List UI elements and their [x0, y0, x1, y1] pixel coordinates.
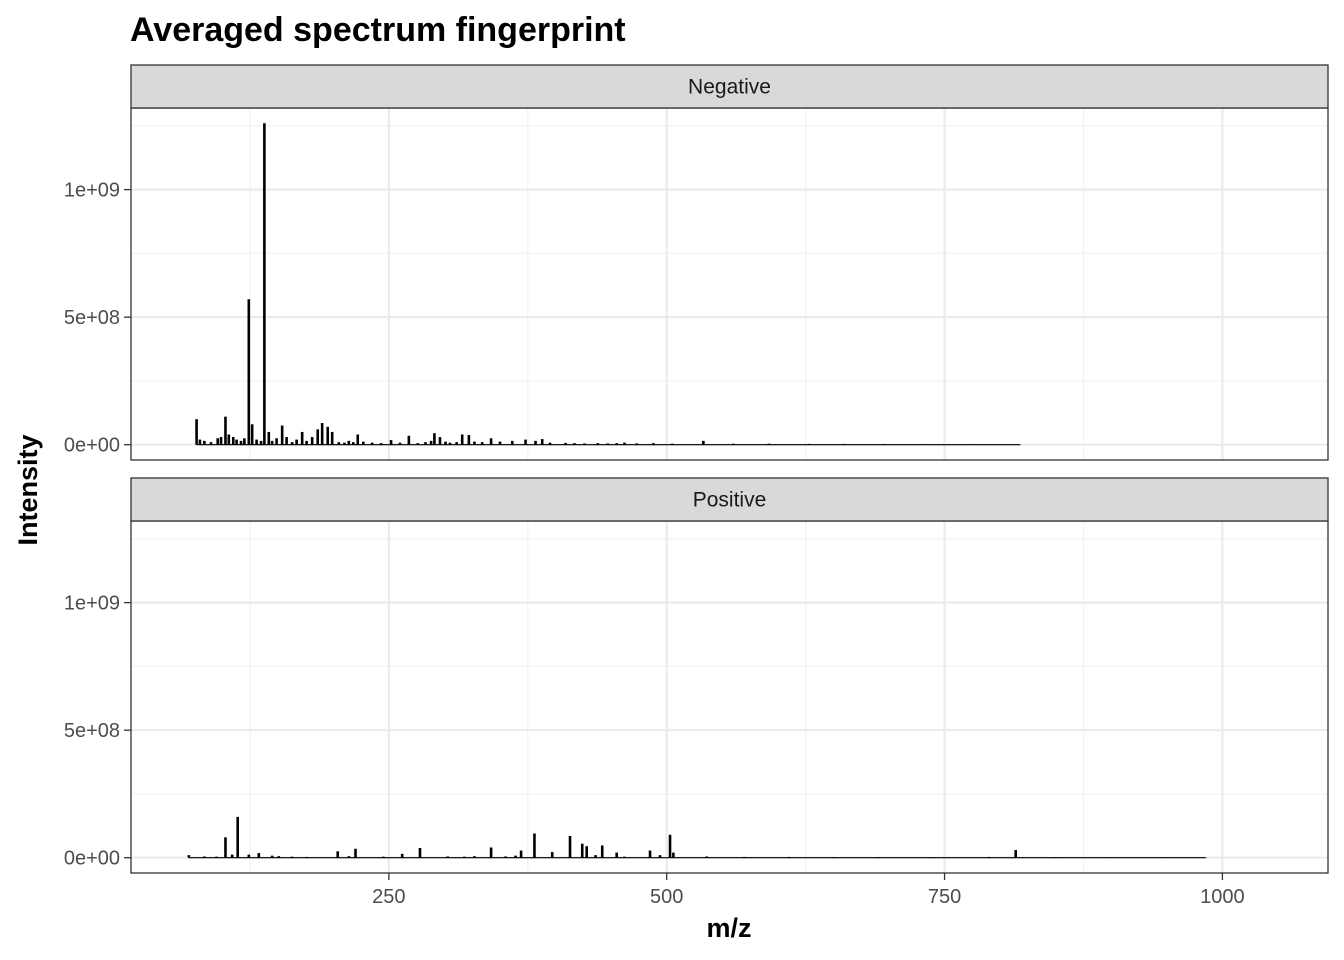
facet-strip [130, 64, 1329, 109]
y-tick-label: 1e+09 [64, 180, 120, 202]
x-tick-label: 250 [372, 886, 405, 908]
x-axis: 250 500 750 1000 [372, 873, 1245, 908]
y-tick-label: 0e+00 [64, 435, 120, 457]
chart-title: Averaged spectrum fingerprint [130, 11, 626, 49]
facet-strip [130, 477, 1329, 522]
y-tick-label: 5e+08 [64, 307, 120, 329]
y-tick-label: 5e+08 [64, 720, 120, 742]
y-axis-title: Intensity [13, 434, 43, 545]
facet-panel-positive: Positive 0e+00 5e+08 1e+09 [64, 477, 1329, 874]
panel-background [131, 108, 1328, 460]
facet-panel-negative: Negative 0e+00 5e+08 1e+09 [64, 64, 1329, 461]
x-tick-label: 750 [928, 886, 961, 908]
x-tick-label: 500 [650, 886, 683, 908]
facet-strip-label: Positive [693, 489, 767, 512]
facet-panels: Negative 0e+00 5e+08 1e+09 Positive 0e+00 5e+0… [64, 64, 1329, 874]
x-axis-title: m/z [706, 913, 751, 943]
y-tick-label: 0e+00 [64, 848, 120, 870]
x-tick-label: 1000 [1200, 886, 1245, 908]
y-tick-label: 1e+09 [64, 593, 120, 615]
panel-background [131, 521, 1328, 873]
facet-strip-label: Negative [688, 76, 771, 99]
